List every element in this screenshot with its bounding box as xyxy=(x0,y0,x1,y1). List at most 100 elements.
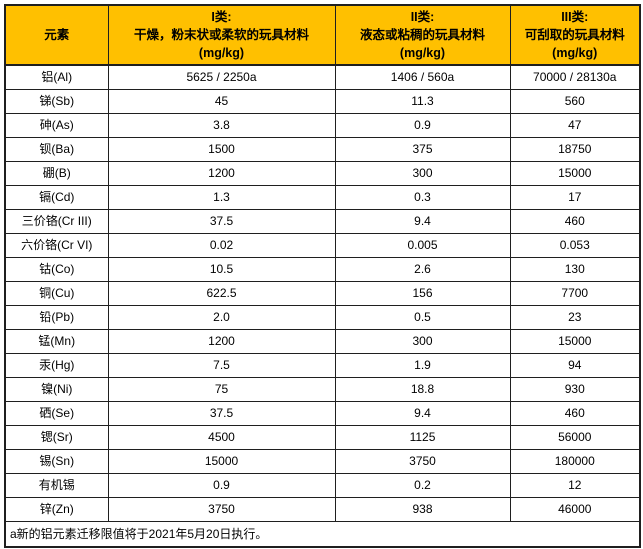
class3-limit-cell: 460 xyxy=(509,208,641,234)
element-migration-limits-table: 元素 I类: 干燥，粉末状或柔软的玩具材料 (mg/kg) II类: 液态或粘稠… xyxy=(4,4,641,548)
class3-limit-cell: 94 xyxy=(509,352,641,378)
class2-limit-cell: 156 xyxy=(334,280,511,306)
class1-limit-cell: 37.5 xyxy=(107,208,336,234)
class2-limit-cell: 300 xyxy=(334,160,511,186)
class2-limit-cell: 375 xyxy=(334,136,511,162)
class3-limit-cell: 15000 xyxy=(509,328,641,354)
class2-title: II类: xyxy=(410,10,435,24)
header-class2-column: II类: 液态或粘稠的玩具材料 (mg/kg) xyxy=(334,4,511,66)
class2-description: 液态或粘稠的玩具材料 xyxy=(359,28,485,42)
element-name-cell: 钡(Ba) xyxy=(4,136,109,162)
class2-limit-cell: 0.9 xyxy=(334,112,511,138)
class1-limit-cell: 3.8 xyxy=(107,112,336,138)
class3-limit-cell: 180000 xyxy=(509,448,641,474)
class1-limit-cell: 0.02 xyxy=(107,232,336,258)
class1-limit-cell: 10.5 xyxy=(107,256,336,282)
footnote-text: a新的铝元素迁移限值将于2021年5月20日执行。 xyxy=(4,520,641,548)
table-row: 有机锡 0.9 0.2 12 xyxy=(4,472,641,498)
class1-limit-cell: 37.5 xyxy=(107,400,336,426)
class2-limit-cell: 1406 / 560a xyxy=(334,64,511,90)
header-class1-column: I类: 干燥，粉末状或柔软的玩具材料 (mg/kg) xyxy=(107,4,336,66)
element-name-cell: 镉(Cd) xyxy=(4,184,109,210)
table-row: 镍(Ni) 75 18.8 930 xyxy=(4,376,641,402)
class2-limit-cell: 0.2 xyxy=(334,472,511,498)
table-row: 钴(Co) 10.5 2.6 130 xyxy=(4,256,641,282)
table-row: 六价铬(Cr VI) 0.02 0.005 0.053 xyxy=(4,232,641,258)
table-row: 硒(Se) 37.5 9.4 460 xyxy=(4,400,641,426)
class3-limit-cell: 0.053 xyxy=(509,232,641,258)
class2-limit-cell: 938 xyxy=(334,496,511,522)
element-name-cell: 硼(B) xyxy=(4,160,109,186)
class3-limit-cell: 18750 xyxy=(509,136,641,162)
class1-limit-cell: 3750 xyxy=(107,496,336,522)
class2-limit-cell: 9.4 xyxy=(334,208,511,234)
class3-unit: (mg/kg) xyxy=(552,46,598,60)
class3-limit-cell: 47 xyxy=(509,112,641,138)
element-name-cell: 铅(Pb) xyxy=(4,304,109,330)
element-name-cell: 铜(Cu) xyxy=(4,280,109,306)
class1-limit-cell: 45 xyxy=(107,88,336,114)
table-body: 铝(Al) 5625 / 2250a 1406 / 560a 70000 / 2… xyxy=(4,64,641,522)
table-row: 锡(Sn) 15000 3750 180000 xyxy=(4,448,641,474)
class1-limit-cell: 622.5 xyxy=(107,280,336,306)
class3-description: 可刮取的玩具材料 xyxy=(524,28,625,42)
element-name-cell: 镍(Ni) xyxy=(4,376,109,402)
class1-limit-cell: 15000 xyxy=(107,448,336,474)
table-row: 锰(Mn) 1200 300 15000 xyxy=(4,328,641,354)
class1-limit-cell: 4500 xyxy=(107,424,336,450)
class3-limit-cell: 130 xyxy=(509,256,641,282)
class1-limit-cell: 2.0 xyxy=(107,304,336,330)
table-row: 锶(Sr) 4500 1125 56000 xyxy=(4,424,641,450)
class3-title: III类: xyxy=(561,10,589,24)
class3-limit-cell: 46000 xyxy=(509,496,641,522)
class2-limit-cell: 11.3 xyxy=(334,88,511,114)
class3-limit-cell: 560 xyxy=(509,88,641,114)
class3-limit-cell: 15000 xyxy=(509,160,641,186)
class3-limit-cell: 12 xyxy=(509,472,641,498)
class2-limit-cell: 0.5 xyxy=(334,304,511,330)
table-row: 锌(Zn) 3750 938 46000 xyxy=(4,496,641,522)
element-name-cell: 锶(Sr) xyxy=(4,424,109,450)
element-name-cell: 锰(Mn) xyxy=(4,328,109,354)
class2-limit-cell: 2.6 xyxy=(334,256,511,282)
header-element-column: 元素 xyxy=(4,4,109,66)
class2-limit-cell: 1.9 xyxy=(334,352,511,378)
element-name-cell: 汞(Hg) xyxy=(4,352,109,378)
class2-limit-cell: 9.4 xyxy=(334,400,511,426)
class1-limit-cell: 5625 / 2250a xyxy=(107,64,336,90)
class2-limit-cell: 3750 xyxy=(334,448,511,474)
class3-limit-cell: 460 xyxy=(509,400,641,426)
class1-limit-cell: 75 xyxy=(107,376,336,402)
table-footer: a新的铝元素迁移限值将于2021年5月20日执行。 xyxy=(4,520,641,548)
header-row: 元素 I类: 干燥，粉末状或柔软的玩具材料 (mg/kg) II类: 液态或粘稠… xyxy=(4,4,641,66)
class1-unit: (mg/kg) xyxy=(198,46,245,60)
table-row: 铅(Pb) 2.0 0.5 23 xyxy=(4,304,641,330)
header-class3-column: III类: 可刮取的玩具材料 (mg/kg) xyxy=(509,4,641,66)
element-name-cell: 有机锡 xyxy=(4,472,109,498)
class2-limit-cell: 0.3 xyxy=(334,184,511,210)
class1-limit-cell: 1500 xyxy=(107,136,336,162)
class3-limit-cell: 70000 / 28130a xyxy=(509,64,641,90)
class3-limit-cell: 17 xyxy=(509,184,641,210)
class1-limit-cell: 7.5 xyxy=(107,352,336,378)
element-name-cell: 铝(Al) xyxy=(4,64,109,90)
table-header: 元素 I类: 干燥，粉末状或柔软的玩具材料 (mg/kg) II类: 液态或粘稠… xyxy=(4,4,641,66)
element-column-label: 元素 xyxy=(44,28,70,42)
class3-limit-cell: 7700 xyxy=(509,280,641,306)
class2-limit-cell: 300 xyxy=(334,328,511,354)
element-name-cell: 锑(Sb) xyxy=(4,88,109,114)
element-name-cell: 钴(Co) xyxy=(4,256,109,282)
table-row: 钡(Ba) 1500 375 18750 xyxy=(4,136,641,162)
class3-limit-cell: 56000 xyxy=(509,424,641,450)
class1-limit-cell: 1200 xyxy=(107,160,336,186)
table-row: 镉(Cd) 1.3 0.3 17 xyxy=(4,184,641,210)
class1-limit-cell: 1.3 xyxy=(107,184,336,210)
footnote-row: a新的铝元素迁移限值将于2021年5月20日执行。 xyxy=(4,520,641,548)
table-row: 硼(B) 1200 300 15000 xyxy=(4,160,641,186)
class2-limit-cell: 1125 xyxy=(334,424,511,450)
class2-unit: (mg/kg) xyxy=(399,46,446,60)
class3-limit-cell: 23 xyxy=(509,304,641,330)
table-row: 三价铬(Cr III) 37.5 9.4 460 xyxy=(4,208,641,234)
class2-limit-cell: 18.8 xyxy=(334,376,511,402)
element-name-cell: 三价铬(Cr III) xyxy=(4,208,109,234)
